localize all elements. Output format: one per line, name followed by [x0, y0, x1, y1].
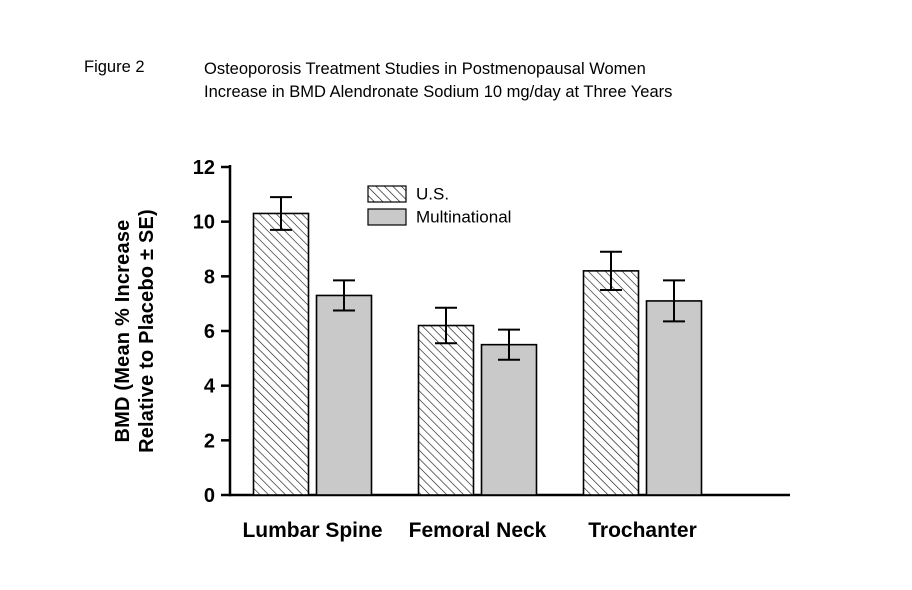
figure-label: Figure 2 [84, 58, 145, 76]
x-category-label-lumbar-spine: Lumbar Spine [242, 519, 382, 542]
figure-title: Osteoporosis Treatment Studies in Postme… [204, 58, 672, 104]
bar-us-lumbar-spine [252, 212, 310, 496]
y-tick-label: 6 [204, 321, 215, 343]
bar-multinational-lumbar-spine [315, 294, 373, 496]
y-tick-label: 2 [204, 430, 215, 452]
y-tick-label: 8 [204, 266, 215, 288]
figure-title-line2: Increase in BMD Alendronate Sodium 10 mg… [204, 83, 673, 101]
x-category-label-trochanter: Trochanter [588, 519, 697, 542]
y-tick-label: 10 [193, 212, 215, 234]
figure-caption: Figure 2 Osteoporosis Treatment Studies … [84, 58, 672, 104]
bar-us-trochanter [582, 270, 640, 496]
y-tick-label: 4 [204, 376, 216, 398]
y-tick-label: 12 [193, 157, 215, 179]
legend-label-multinational: Multinational [416, 208, 511, 227]
bar-us-femoral-neck [417, 324, 475, 496]
bar-multinational-trochanter [645, 300, 703, 496]
x-category-label-femoral-neck: Femoral Neck [409, 519, 547, 542]
y-tick-label: 0 [204, 485, 215, 507]
legend-swatch-us [367, 185, 407, 203]
bmd-bar-chart: 0 2 4 6 8 10 12 Lumbar Spine Femoral Neck Trochan… [193, 157, 790, 542]
legend-label-us: U.S. [416, 185, 449, 204]
legend-swatch-multinational [367, 208, 407, 226]
figure-title-line1: Osteoporosis Treatment Studies in Postme… [204, 60, 646, 78]
chart-area: 0 2 4 6 8 10 12 Lumbar Spine Femoral Neck Trochan… [100, 140, 860, 585]
bar-multinational-femoral-neck [480, 343, 538, 496]
